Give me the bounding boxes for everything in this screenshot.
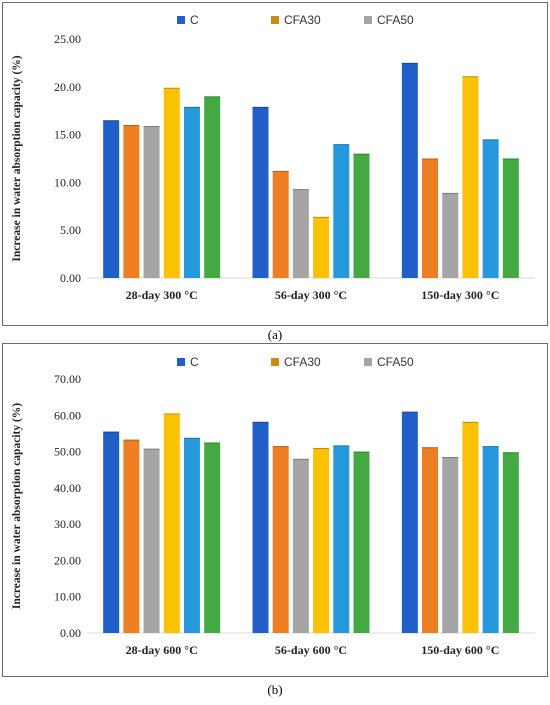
y-tick-label: 0.00: [60, 271, 81, 285]
y-tick-label: 60.00: [54, 408, 81, 422]
x-category-label: 56-day 600 °C: [275, 643, 347, 657]
bar: [442, 192, 459, 278]
bar: [252, 421, 269, 633]
bar: [502, 452, 519, 633]
x-category-label: 150-day 600 °C: [421, 643, 499, 657]
bar: [333, 445, 350, 633]
bar: [143, 448, 160, 633]
legend-swatch: [364, 358, 372, 366]
bar: [462, 76, 479, 278]
y-tick-label: 25.00: [54, 32, 81, 46]
y-axis-label: Increase in water absorption capacity (%…: [11, 403, 23, 609]
caption-b: (b): [267, 682, 283, 697]
y-tick-label: 15.00: [54, 128, 81, 142]
y-tick-label: 40.00: [54, 481, 81, 495]
bar: [333, 144, 350, 278]
bar: [204, 442, 221, 633]
bar: [422, 158, 439, 278]
bar: [103, 120, 120, 278]
bar: [401, 62, 418, 279]
y-tick-label: 10.00: [54, 175, 81, 189]
bar: [204, 96, 221, 278]
chart-a-svg: C CFA30 CFA50 0.00 5.00 10.00 15.00 20.00 25.00 I…: [11, 13, 535, 302]
bar: [292, 458, 309, 633]
x-category-label: 28-day 300 °C: [126, 288, 198, 302]
legend-swatch: [177, 16, 185, 24]
legend-swatch: [177, 358, 185, 366]
x-category-label: 150-day 300 °C: [421, 288, 499, 302]
legend-label: C: [190, 13, 199, 27]
bar: [163, 413, 180, 633]
legend-label: C: [190, 355, 199, 369]
legend-label: CFA50: [377, 13, 414, 27]
bar: [353, 153, 370, 278]
bar: [123, 439, 140, 633]
legend-label: CFA30: [284, 355, 321, 369]
bar: [313, 447, 330, 633]
legend-label: CFA30: [284, 13, 321, 27]
x-category-label: 56-day 300 °C: [275, 288, 347, 302]
bar: [252, 106, 269, 278]
legend-swatch: [271, 16, 279, 24]
y-tick-label: 20.00: [54, 80, 81, 94]
bar: [401, 411, 418, 633]
bar: [163, 87, 180, 278]
bar: [183, 106, 200, 278]
caption-a: (a): [267, 327, 283, 342]
y-axis-label: Increase in water absorption capacity (%…: [11, 55, 23, 261]
y-tick-label: 20.00: [54, 553, 81, 567]
bar: [462, 421, 479, 633]
legend-swatch: [364, 16, 372, 24]
bar: [482, 139, 499, 278]
bar: [272, 170, 289, 278]
y-tick-label: 0.00: [60, 626, 81, 640]
bar: [353, 451, 370, 633]
y-tick-label: 30.00: [54, 517, 81, 531]
bar: [482, 446, 499, 633]
chart-panel-b: C CFA30 CFA50 0.00 10.00 20.00 30.00 40.00 50.00…: [2, 343, 548, 677]
bar: [442, 457, 459, 633]
bar: [313, 216, 330, 278]
x-category-label: 28-day 600 °C: [126, 643, 198, 657]
bar: [183, 437, 200, 633]
bar: [143, 125, 160, 278]
chart-panel-a: C CFA30 CFA50 0.00 5.00 10.00 15.00 20.00 25.00 I…: [2, 2, 548, 326]
bar: [292, 189, 309, 278]
bar: [502, 158, 519, 278]
bar: [123, 125, 140, 278]
legend-label: CFA50: [377, 355, 414, 369]
bar: [103, 431, 120, 633]
legend-swatch: [271, 358, 279, 366]
bar: [422, 447, 439, 633]
y-tick-label: 50.00: [54, 445, 81, 459]
y-tick-label: 70.00: [54, 372, 81, 386]
bar: [272, 446, 289, 633]
y-tick-label: 10.00: [54, 590, 81, 604]
chart-b-svg: C CFA30 CFA50 0.00 10.00 20.00 30.00 40.00 50.00…: [11, 355, 535, 657]
y-tick-label: 5.00: [60, 223, 81, 237]
